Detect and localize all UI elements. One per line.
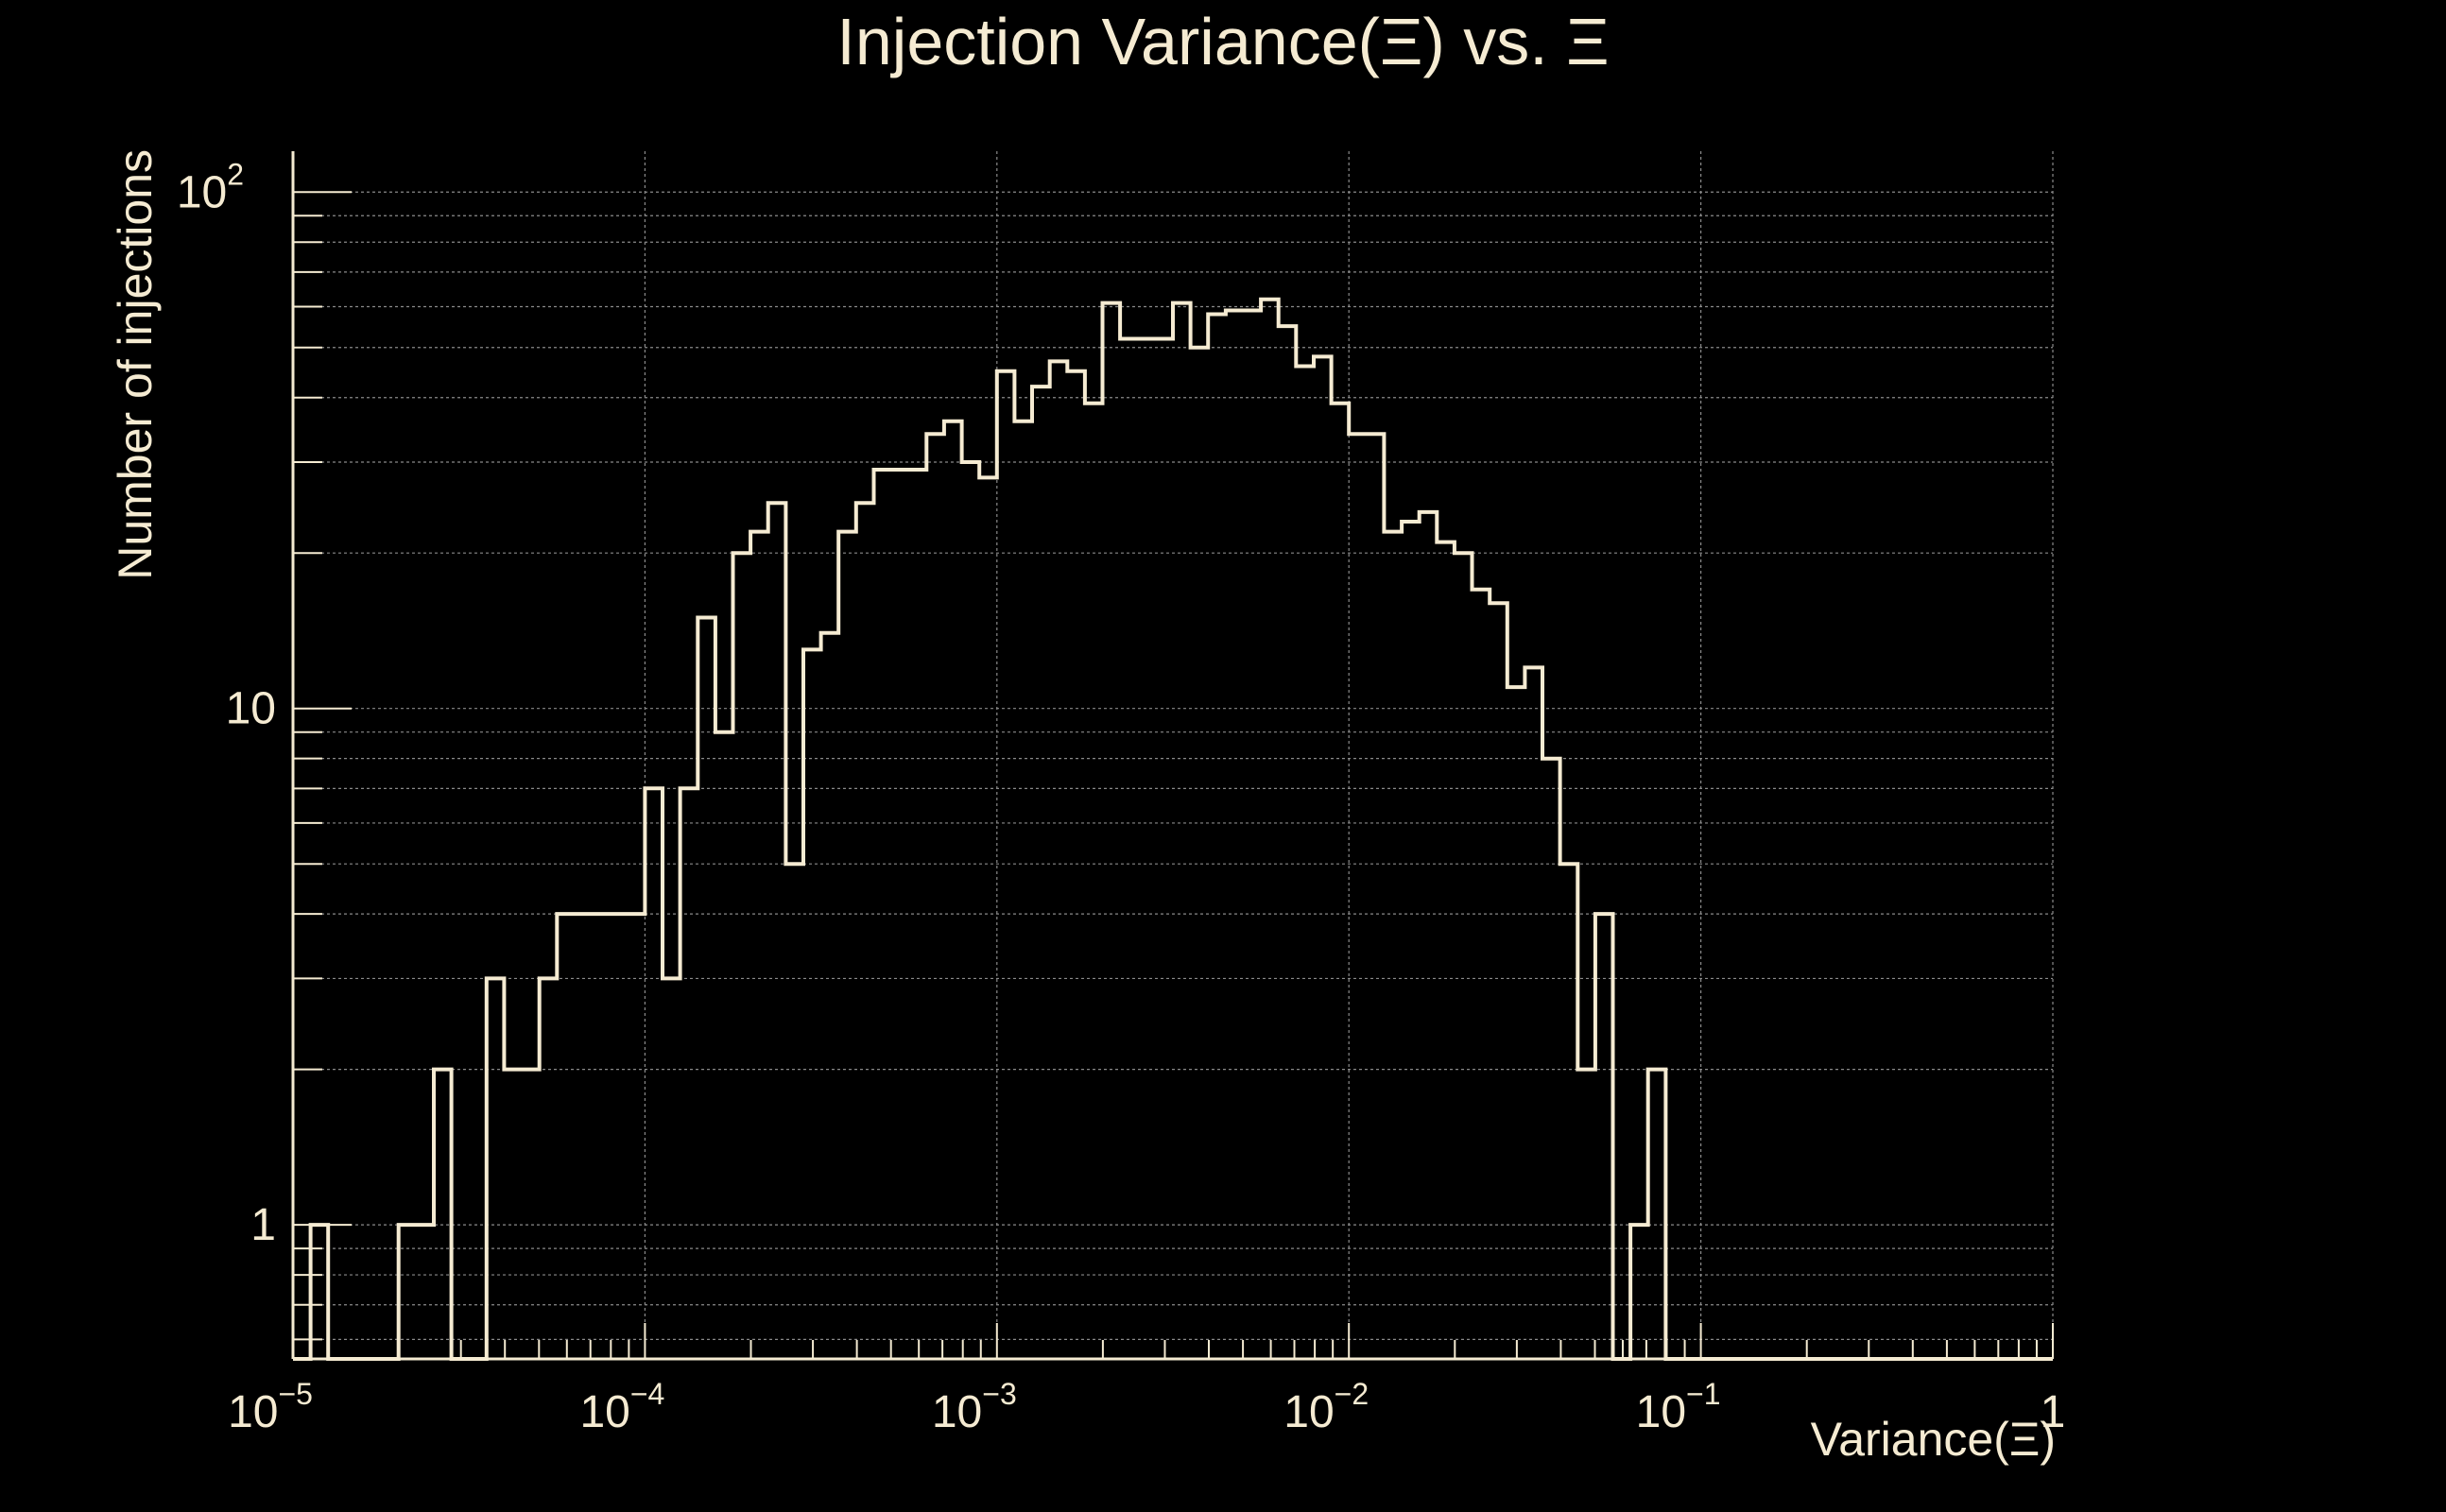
histogram-bin: [1279, 326, 1297, 1359]
tick-labels: 10−5 10−4 10−3 10−2 10−1 1 1 10 102: [177, 157, 2066, 1437]
y-tick-label: 10: [226, 684, 276, 734]
histogram-bin: [1349, 434, 1367, 1359]
histogram-bin: [1630, 1225, 1648, 1359]
histogram-bin: [1595, 914, 1613, 1359]
histogram-bin: [1507, 687, 1525, 1359]
histogram-bin: [1243, 310, 1261, 1359]
histogram-bin: [680, 788, 698, 1359]
histogram-bin: [628, 914, 646, 1359]
histogram-bin: [610, 914, 628, 1359]
x-tick-label: 10−2: [1283, 1377, 1369, 1437]
histogram-bin: [1367, 434, 1385, 1359]
histogram-bin: [593, 914, 611, 1359]
histogram-bin: [1437, 542, 1455, 1359]
x-tick-label: 10−1: [1636, 1377, 1721, 1437]
histogram-bin: [1050, 361, 1068, 1359]
histogram-bin: [1524, 667, 1542, 1359]
histogram-bin: [1314, 356, 1332, 1359]
histogram-bin: [1420, 512, 1438, 1359]
histogram-bin: [1014, 421, 1032, 1359]
histogram-bin: [1120, 338, 1138, 1359]
histogram-bin: [1173, 303, 1191, 1359]
histogram-bin: [715, 732, 733, 1359]
histogram-bin: [557, 914, 575, 1359]
histogram-bin: [1490, 603, 1507, 1359]
histogram-bin: [1384, 532, 1402, 1359]
histogram-bin: [1226, 310, 1244, 1359]
histogram-bin: [645, 788, 663, 1359]
histogram-bin: [768, 503, 786, 1359]
histogram-bin: [1085, 404, 1103, 1359]
histogram-bin: [821, 633, 839, 1359]
histogram-bin: [979, 477, 997, 1359]
histogram-bin: [522, 1070, 540, 1359]
histogram-bin: [750, 532, 768, 1359]
histogram-bin: [487, 978, 505, 1359]
histogram-bin: [504, 1070, 522, 1359]
histogram-bin: [434, 1070, 452, 1359]
histogram-bin: [997, 371, 1015, 1359]
histogram-bin: [1138, 338, 1156, 1359]
x-axis-label: Variance(Ξ): [1811, 1413, 2056, 1466]
histogram-bin: [1542, 759, 1560, 1359]
histogram-bin: [1648, 1070, 1666, 1359]
x-tick-label: 10−3: [932, 1377, 1017, 1437]
histogram-outline: [293, 297, 2053, 1361]
y-tick-label: 102: [177, 157, 244, 217]
x-tick-label: 10−5: [228, 1377, 313, 1437]
histogram-bin: [1402, 522, 1420, 1359]
histogram-bin: [1208, 315, 1226, 1359]
chart-title: Injection Variance(Ξ) vs. Ξ: [836, 5, 1609, 78]
histogram-bin: [575, 914, 593, 1359]
histogram-bin: [838, 532, 856, 1359]
histogram-bin: [1032, 387, 1050, 1359]
grid-lines: [292, 151, 2054, 1359]
histogram-bin: [856, 503, 874, 1359]
histogram-bin: [1155, 338, 1173, 1359]
histogram-bin: [785, 864, 803, 1359]
histogram-bin: [540, 978, 558, 1359]
histogram-bin: [416, 1225, 434, 1359]
y-axis-label: Number of injections: [109, 149, 162, 580]
histogram-bin: [399, 1225, 417, 1359]
histogram-bin: [1296, 367, 1314, 1359]
x-tick-label: 1: [2041, 1387, 2066, 1437]
histogram-bin: [1560, 864, 1578, 1359]
histogram-bin: [944, 421, 962, 1359]
y-tick-label: 1: [250, 1200, 276, 1250]
histogram-bin: [803, 649, 821, 1359]
histogram-series: [293, 297, 2053, 1361]
histogram-bin: [1067, 371, 1085, 1359]
histogram-bin: [1332, 404, 1350, 1359]
histogram-bin: [663, 978, 680, 1359]
histogram-bin: [926, 434, 944, 1359]
x-tick-label: 10−4: [579, 1377, 664, 1437]
histogram-bin: [1261, 300, 1279, 1359]
histogram-bin: [1455, 553, 1473, 1359]
histogram-bin: [698, 617, 715, 1359]
histogram-bin: [1191, 348, 1209, 1359]
histogram-bin: [1103, 303, 1121, 1359]
histogram-bin: [733, 553, 751, 1359]
histogram-bin: [1473, 590, 1490, 1359]
histogram-bin: [1577, 1070, 1595, 1359]
minor-ticks: [293, 215, 2038, 1359]
